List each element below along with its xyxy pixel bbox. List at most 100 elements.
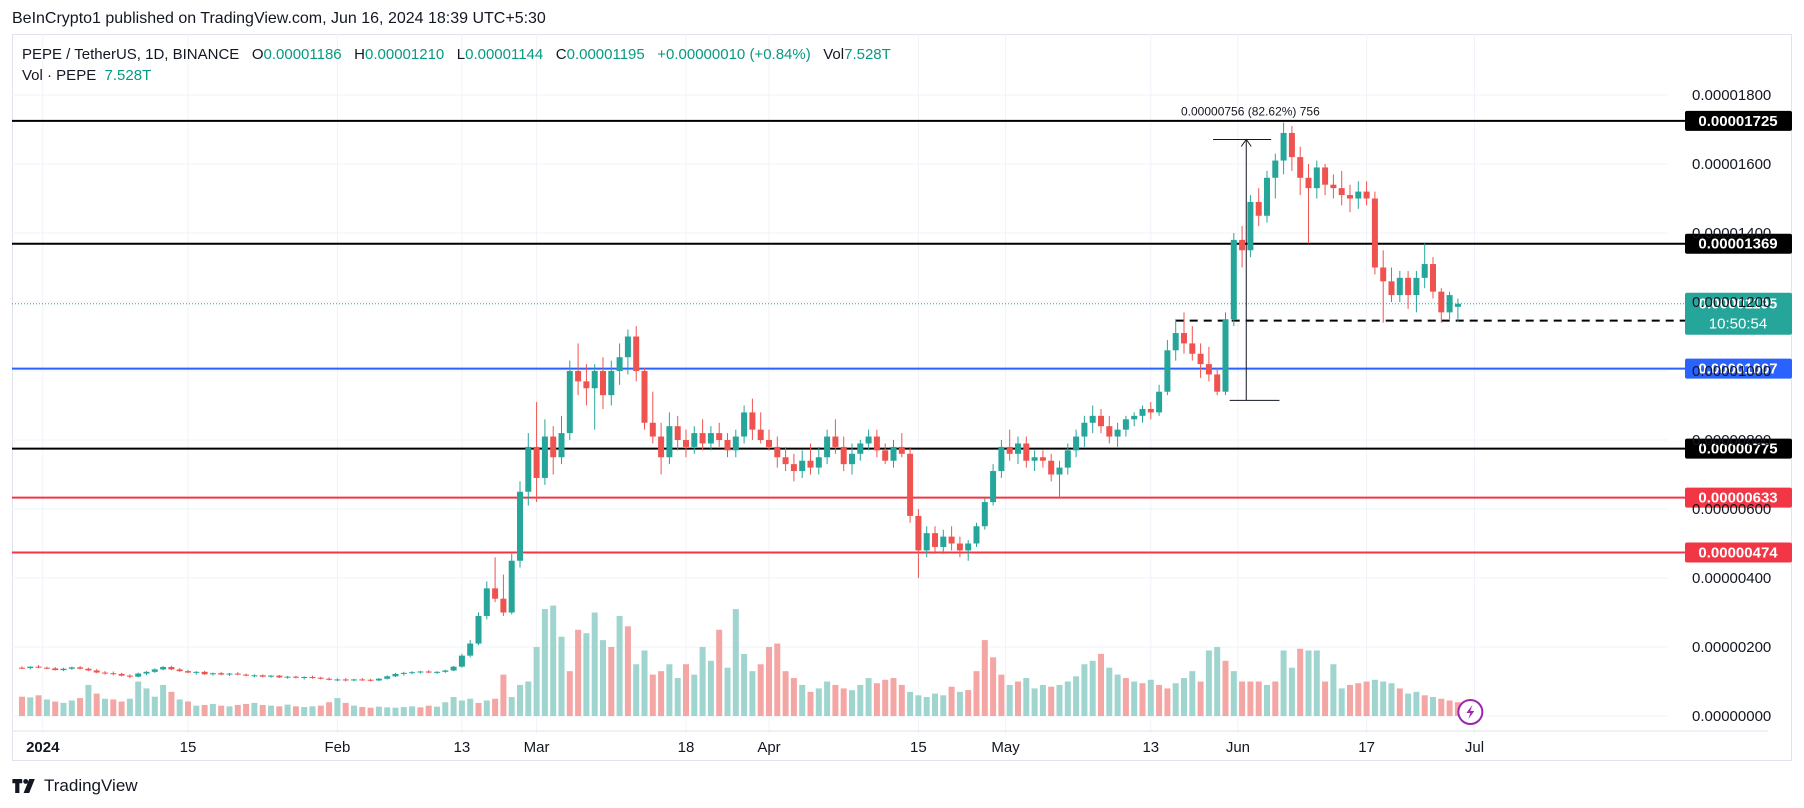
volume-bar bbox=[649, 674, 656, 716]
candle-body bbox=[749, 412, 756, 430]
volume-bar bbox=[209, 703, 216, 716]
volume-bar bbox=[135, 681, 142, 716]
volume-bar bbox=[375, 706, 382, 716]
volume-bar bbox=[450, 697, 457, 716]
candle-body bbox=[824, 436, 831, 458]
candle-body bbox=[243, 674, 250, 676]
level-label-box bbox=[1685, 233, 1792, 254]
volume-bar bbox=[666, 664, 673, 716]
candle-body bbox=[1371, 198, 1378, 268]
y-tick-label: 0.00001800 bbox=[1692, 87, 1771, 104]
candle-body bbox=[434, 671, 440, 673]
volume-bar bbox=[143, 688, 150, 716]
candle-body bbox=[641, 371, 648, 423]
candle-body bbox=[1039, 457, 1046, 461]
volume-bar bbox=[566, 671, 573, 716]
level-label-box bbox=[1685, 438, 1792, 459]
grid-layer bbox=[12, 34, 1768, 734]
candle-body bbox=[766, 440, 772, 447]
candle-body bbox=[915, 515, 922, 551]
candle-body bbox=[1239, 239, 1246, 251]
candle-body bbox=[649, 422, 656, 437]
volume-bar bbox=[749, 671, 756, 716]
volume-bar bbox=[1396, 688, 1403, 716]
volume-bar bbox=[442, 702, 449, 716]
candle-body bbox=[923, 533, 930, 551]
volume-bar bbox=[824, 681, 831, 716]
x-tick-label: 17 bbox=[1358, 739, 1375, 756]
volume-bar bbox=[434, 706, 440, 716]
volume-bar bbox=[1438, 698, 1445, 716]
volume-bar bbox=[674, 678, 681, 716]
candle-body bbox=[334, 679, 341, 681]
candle-body bbox=[517, 491, 523, 561]
volume-bar bbox=[292, 706, 299, 716]
candle-body bbox=[724, 440, 731, 451]
volume-bar bbox=[1338, 688, 1345, 716]
volume-bar bbox=[1064, 681, 1071, 716]
high-value: 0.00001210 bbox=[365, 46, 445, 63]
candle-body bbox=[633, 336, 640, 371]
volume-bar bbox=[525, 681, 532, 716]
volume-bar bbox=[1347, 684, 1353, 716]
axis-labels: 0.00001800 0.00001600 0.00001400 0.00001200… bbox=[26, 87, 1771, 756]
ohlc-line: PEPE / TetherUS, 1D, BINANCE O0.00001186… bbox=[22, 44, 891, 65]
candle-body bbox=[782, 457, 789, 465]
volume-bar bbox=[102, 698, 108, 716]
y-tick-label: 0.00000800 bbox=[1692, 432, 1771, 449]
volume-bar bbox=[52, 701, 59, 716]
volume-bar bbox=[35, 695, 42, 716]
volume-bar bbox=[799, 684, 806, 716]
volume-bar bbox=[965, 690, 972, 716]
volume-bar bbox=[550, 605, 557, 716]
volume-bar bbox=[940, 695, 947, 716]
candle-body bbox=[226, 673, 233, 675]
volume-bar bbox=[458, 700, 465, 716]
symbol-name: PEPE / TetherUS, 1D, BINANCE bbox=[22, 46, 240, 63]
volume-bar bbox=[724, 667, 731, 716]
volume-bar bbox=[633, 664, 640, 716]
volume-bar bbox=[1197, 681, 1204, 716]
volume-bar bbox=[741, 653, 748, 716]
candle-body bbox=[1147, 408, 1154, 413]
measure-label: 0.00000756 (82.62%) 756 bbox=[1181, 105, 1320, 119]
volume-bar bbox=[1322, 681, 1329, 716]
candle-body bbox=[566, 371, 573, 434]
level-label-box bbox=[1685, 358, 1792, 379]
candle-body bbox=[658, 436, 665, 458]
volume-bar bbox=[417, 707, 424, 716]
volume-bar bbox=[766, 647, 772, 716]
volume-bar bbox=[151, 696, 158, 716]
candle-body bbox=[102, 672, 108, 674]
candle-body bbox=[19, 667, 25, 669]
volume-bar bbox=[1413, 691, 1420, 716]
volume-bar bbox=[284, 704, 291, 716]
volume-bar bbox=[923, 697, 930, 716]
candle-body bbox=[981, 502, 988, 527]
tradingview-brand[interactable]: TradingView bbox=[12, 776, 138, 796]
candle-body bbox=[1413, 277, 1420, 296]
volume-bar bbox=[898, 684, 905, 716]
volume-bar bbox=[948, 686, 955, 716]
candle-body bbox=[160, 667, 167, 670]
volume-bar bbox=[1006, 684, 1013, 716]
candle-body bbox=[27, 666, 34, 669]
volume-bar bbox=[1015, 681, 1021, 716]
candle-body bbox=[292, 676, 299, 678]
volume-bar bbox=[1156, 684, 1163, 716]
volume-bar bbox=[367, 707, 374, 716]
volume-bar bbox=[68, 700, 75, 716]
volume-bar bbox=[1446, 700, 1453, 716]
candle-body bbox=[849, 453, 855, 465]
last-price-box bbox=[1685, 292, 1792, 335]
candle-body bbox=[1322, 167, 1329, 185]
candle-body bbox=[1081, 422, 1088, 437]
x-tick-label: Apr bbox=[757, 739, 780, 756]
volume-bar bbox=[1056, 684, 1063, 716]
candle-body bbox=[1023, 443, 1030, 461]
volume-bar bbox=[1280, 650, 1287, 716]
candle-body bbox=[1446, 295, 1453, 313]
volume-bar bbox=[1421, 695, 1428, 716]
volume-bar bbox=[234, 704, 241, 716]
